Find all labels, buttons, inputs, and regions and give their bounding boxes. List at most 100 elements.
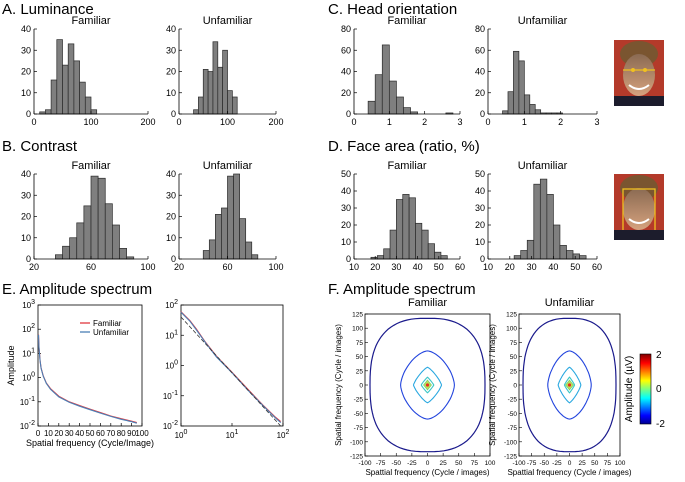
x-axis-label: Spattial frequency (Cycle / images) [507, 468, 631, 477]
y-tick-label: 40 [475, 67, 485, 77]
y-tick-label: 20 [21, 67, 31, 77]
x-tick-label: 0 [176, 117, 181, 127]
x-tick-label: 100 [175, 429, 188, 440]
histogram-bar [408, 197, 416, 260]
y-tick-label: 40 [166, 169, 176, 179]
x-tick-label: 30 [527, 262, 537, 272]
histogram-bar [389, 229, 397, 260]
x-tick-label: 3 [457, 117, 462, 127]
histogram-bar [523, 94, 531, 115]
section-f-title: F. Amplitude spectrum [328, 281, 476, 298]
histogram-lum_unf: Unfamiliar 0 100 200 0 10 20 30 40 [166, 15, 284, 127]
colorbar: 2 0 -2 Amplitude (µV) [624, 350, 665, 430]
histogram-bar [513, 50, 520, 115]
histogram-bar [533, 183, 541, 260]
y-tick-label: 102 [165, 299, 178, 310]
histogram-bar [539, 178, 548, 260]
y-tick-label: 10-1 [163, 390, 178, 401]
histogram-title: Unfamiliar [203, 160, 253, 172]
y-tick-label: 101 [165, 329, 178, 340]
histogram-bar [119, 248, 127, 260]
x-tick-label: 100 [220, 117, 235, 127]
x-tick-label: 40 [413, 262, 423, 272]
y-tick-label: 20 [475, 220, 485, 230]
histogram-head_unf: Unfamiliar 0 1 2 3 0 20 40 60 80 [475, 15, 600, 127]
y-tick-label: 0 [513, 383, 517, 390]
histogram-bar [232, 96, 238, 115]
y-tick-label: 0 [359, 383, 363, 390]
y-tick-label: 40 [166, 24, 176, 34]
histogram-bar [84, 96, 92, 115]
y-tick-label: 30 [21, 190, 31, 200]
x-tick-label: -50 [540, 460, 550, 467]
histogram-bar [381, 44, 390, 115]
contour-line [412, 366, 443, 404]
x-tick-label: 100 [140, 262, 155, 272]
x-tick-label: -50 [392, 460, 402, 467]
histogram-bar [529, 104, 536, 115]
x-tick-label: 100 [268, 262, 283, 272]
histogram-bar [76, 222, 85, 260]
section-c-title: C. Head orientation [328, 1, 457, 18]
histogram-bar [202, 250, 210, 260]
y-tick-label: 40 [341, 67, 351, 77]
y-tick-label: -100 [504, 439, 517, 446]
y-tick-label: 20 [341, 220, 351, 230]
y-tick-label: 0 [26, 254, 31, 264]
y-tick-label: -25 [354, 397, 364, 404]
y-tick-label: -100 [350, 439, 363, 446]
y-tick-label: 75 [510, 340, 518, 347]
y-tick-label: -75 [354, 425, 364, 432]
x-tick-label: 20 [174, 262, 184, 272]
x-tick-label: 200 [140, 117, 155, 127]
colorbar-gradient [639, 353, 652, 425]
x-tick-label: 1 [522, 117, 527, 127]
histogram-bar [198, 96, 204, 115]
contour-line [420, 376, 435, 394]
histogram-bar [383, 248, 391, 260]
y-tick-label: 0 [171, 254, 176, 264]
x-tick-label: 20 [505, 262, 515, 272]
x-tick-label: 40 [548, 262, 558, 272]
x-tick-label: -75 [527, 460, 537, 467]
histogram-bar [403, 107, 411, 115]
y-tick-label: 25 [510, 368, 518, 375]
y-tick-label: 10 [341, 237, 351, 247]
y-tick-label: 20 [21, 212, 31, 222]
histogram-title: Familiar [387, 160, 426, 172]
y-tick-label: 100 [22, 372, 35, 383]
y-tick-label: 0 [346, 109, 351, 119]
x-tick-label: 10 [483, 262, 493, 272]
histogram-bar [553, 224, 561, 260]
y-tick-label: -50 [508, 411, 518, 418]
histogram-bar [396, 199, 404, 260]
histogram-bar [73, 60, 80, 115]
histogram-bar [79, 81, 86, 115]
y-tick-label: 50 [356, 354, 364, 361]
x-tick-label: -100 [512, 460, 525, 467]
section-a-title: A. Luminance [2, 1, 94, 18]
y-tick-label: 40 [475, 186, 485, 196]
histogram-bar [396, 96, 404, 115]
y-tick-label: 30 [166, 190, 176, 200]
x-tick-label: 50 [86, 429, 95, 438]
series-line-unfamiliar [37, 334, 137, 424]
x-tick-label: 90 [127, 429, 136, 438]
y-tick-label: 10 [21, 233, 31, 243]
x-tick-label: 1 [387, 117, 392, 127]
contour-title: Unfamiliar [545, 297, 595, 309]
x-tick-label: 100 [615, 460, 626, 467]
contour-line [522, 317, 617, 453]
contour-title: Familiar [408, 297, 447, 309]
histogram-bar [67, 43, 75, 115]
x-tick-label: -25 [407, 460, 417, 467]
histogram-bar [559, 245, 567, 260]
histogram-bar [69, 237, 78, 260]
y-tick-label: 20 [341, 88, 351, 98]
y-tick-label: 20 [166, 67, 176, 77]
histogram-bar [227, 175, 234, 260]
y-tick-label: 80 [341, 24, 351, 34]
y-tick-label: 60 [341, 45, 351, 55]
x-tick-label: 50 [591, 460, 599, 467]
